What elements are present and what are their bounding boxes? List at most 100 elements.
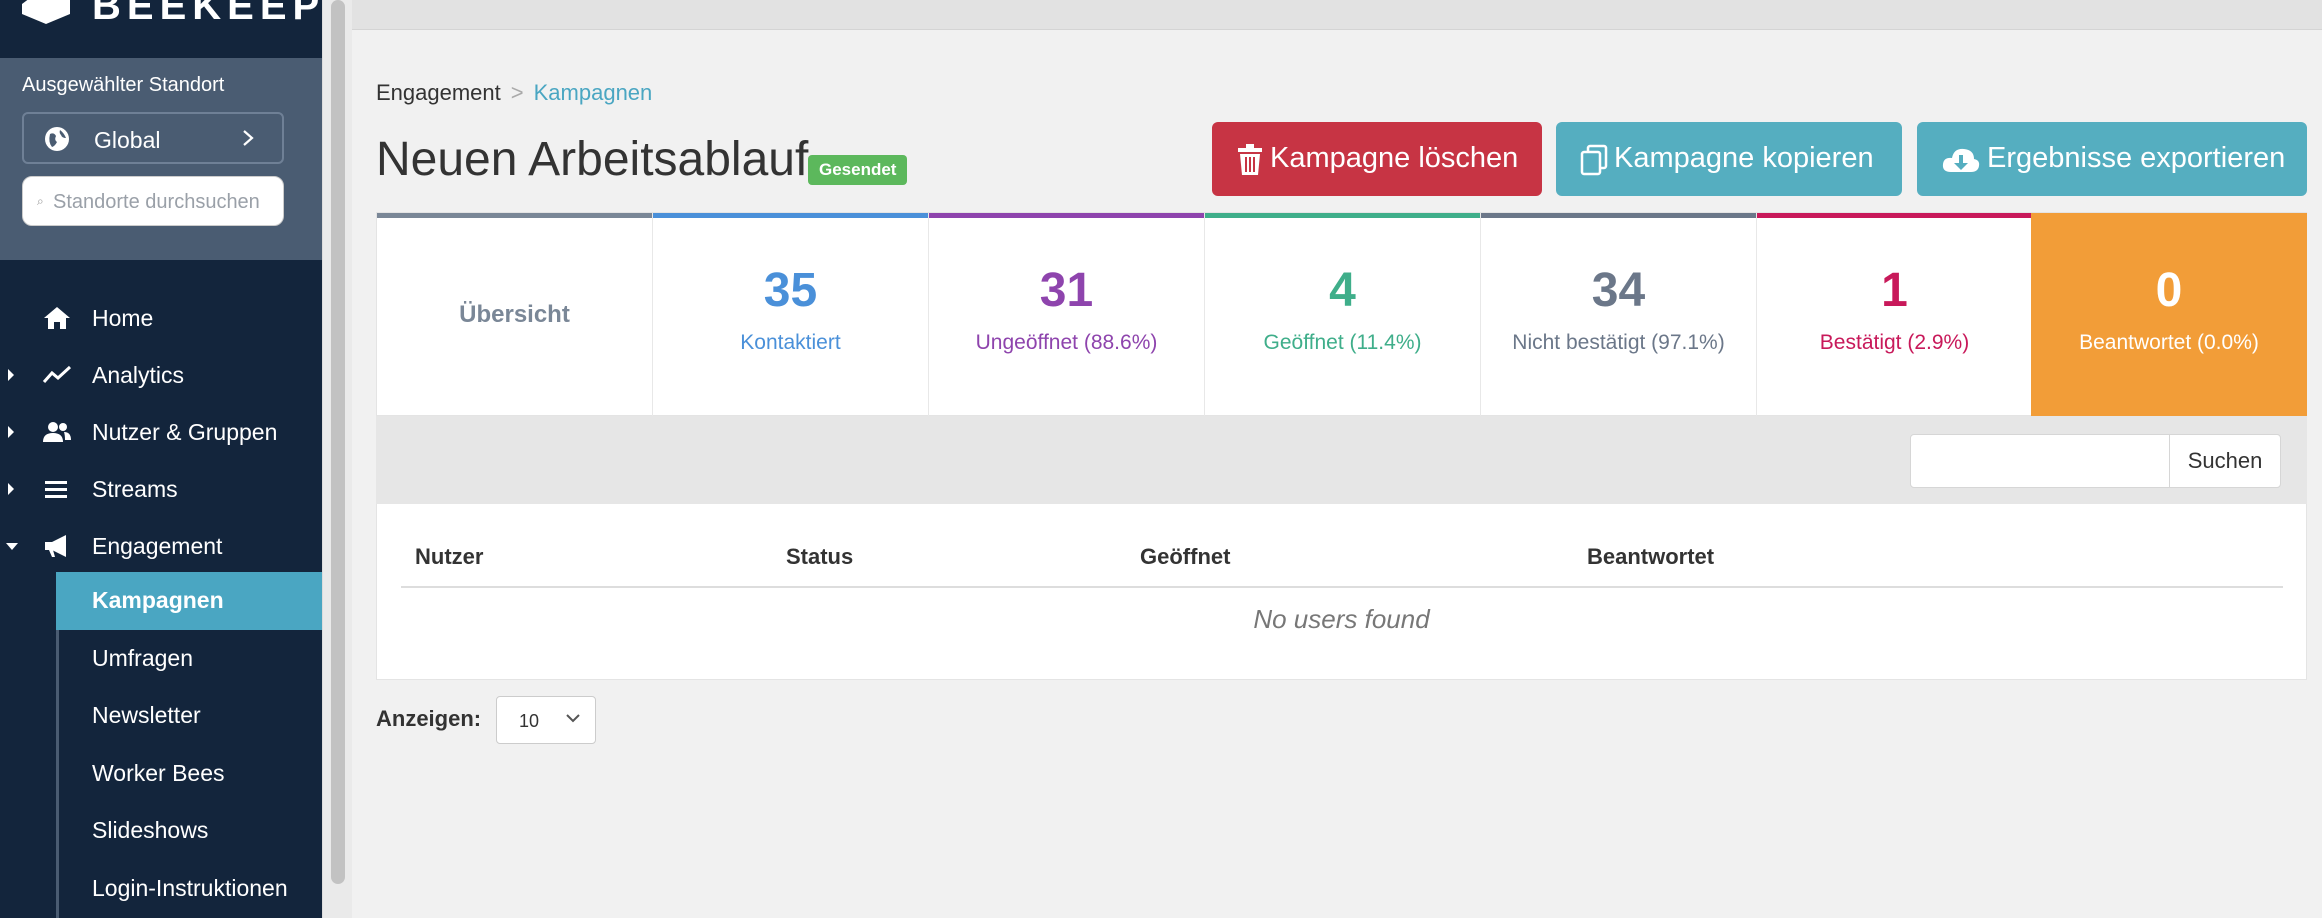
stat-value: 31 [1039,264,1094,317]
chevron-right-icon [243,130,254,146]
delete-campaign-label: Kampagne löschen [1270,142,1519,174]
table-header-divider [401,586,2283,588]
stat-contacted[interactable]: 35 Kontaktiert [653,213,929,417]
sidebar-subitem-label: Umfragen [92,645,193,671]
export-results-button[interactable]: Ergebnisse exportieren [1917,122,2307,196]
chevron-down-icon [566,714,580,723]
sidebar-subitem-worker-bees[interactable]: Worker Bees [56,745,322,803]
scrollbar-thumb[interactable] [331,0,345,884]
column-header-answered[interactable]: Beantwortet [1587,544,1715,569]
user-search-input[interactable] [1910,434,2170,488]
copy-icon [1580,144,1608,176]
stat-label: Ungeöffnet (88.6%) [975,331,1158,354]
top-bar [352,0,2322,30]
sidebar-subitem-label: Worker Bees [92,760,225,786]
trend-line-icon [42,365,72,383]
location-label: Ausgewählter Standort [22,74,225,96]
search-button[interactable]: Suchen [2169,434,2281,488]
stat-label: Geöffnet (11.4%) [1263,331,1422,354]
stat-value: 0 [2155,264,2183,317]
sidebar-subitem-surveys[interactable]: Umfragen [56,630,322,688]
sidebar-item-label: Nutzer & Gruppen [92,419,278,445]
expand-caret-icon [8,369,14,381]
sidebar-item-label: Streams [92,476,178,502]
filter-bar: Suchen [376,416,2307,504]
stat-opened[interactable]: 4 Geöffnet (11.4%) [1205,213,1481,417]
stat-unconfirmed[interactable]: 34 Nicht bestätigt (97.1%) [1481,213,1757,417]
sidebar-item-label: Analytics [92,362,185,388]
stat-bar [1481,213,1756,218]
location-selector-button[interactable]: Global [22,112,284,164]
beekeeper-logo-icon [22,0,70,24]
sidebar-scrollbar[interactable] [322,0,352,918]
selected-location: Global [94,127,161,153]
sidebar-item-streams[interactable]: Streams [0,461,322,517]
stat-unopened[interactable]: 31 Ungeöffnet (88.6%) [929,213,1205,417]
location-panel: Ausgewählter Standort Global ⌕ [0,58,322,260]
breadcrumb-campaigns[interactable]: Kampagnen [533,80,653,105]
sidebar-subitem-label: Login-Instruktionen [92,875,288,901]
sidebar-item-analytics[interactable]: Analytics [0,347,322,403]
stats-panel: Übersicht 35 Kontaktiert 31 Ungeöffnet (… [376,212,2307,431]
copy-campaign-label: Kampagne kopieren [1614,142,1874,174]
stat-bar [1757,213,2032,218]
expand-caret-icon [8,483,14,495]
stat-label: Nicht bestätigt (97.1%) [1512,331,1725,354]
status-badge: Gesendet [808,155,908,185]
stat-value: 1 [1881,264,1908,317]
stat-label: Beantwortet (0.0%) [2079,331,2259,354]
sidebar-item-users-groups[interactable]: Nutzer & Gruppen [0,404,322,460]
column-header-user[interactable]: Nutzer [415,544,484,569]
expand-caret-icon [8,426,14,438]
stat-value: 4 [1329,264,1356,317]
stat-answered[interactable]: 0 Beantwortet (0.0%) [2031,213,2307,431]
users-icon [43,422,71,442]
stat-overview[interactable]: Übersicht [377,213,653,417]
sidebar-subitem-label: Slideshows [92,817,209,843]
delete-campaign-button[interactable]: Kampagne löschen [1212,122,1542,196]
column-header-opened[interactable]: Geöffnet [1140,544,1231,569]
sidebar-subitem-newsletter[interactable]: Newsletter [56,687,322,745]
copy-campaign-button[interactable]: Kampagne kopieren [1556,122,1902,196]
sidebar-subitem-campaigns[interactable]: Kampagnen [56,572,322,630]
page-size-select[interactable]: 10 [496,696,596,744]
stat-bar [377,213,652,218]
sidebar-item-home[interactable]: Home [0,290,322,346]
page-size-value: 10 [519,711,540,731]
stat-bar [929,213,1204,218]
users-table: Nutzer Status Geöffnet Beantwortet No us… [376,504,2307,680]
column-header-status[interactable]: Status [786,544,854,569]
stat-confirmed[interactable]: 1 Bestätigt (2.9%) [1757,213,2033,417]
sidebar-subitem-slideshows[interactable]: Slideshows [56,802,322,860]
menu-lines-icon [45,481,67,498]
megaphone-icon [45,535,66,557]
globe-icon [45,127,69,151]
sidebar-item-engagement[interactable]: Engagement [0,518,322,574]
export-results-label: Ergebnisse exportieren [1987,142,2286,174]
page-size-label: Anzeigen: [376,706,482,731]
sidebar: BEEKEEPER Ausgewählter Standort Global ⌕… [0,0,322,918]
stat-bar [1205,213,1480,218]
breadcrumb-engagement[interactable]: Engagement [376,80,501,105]
trash-icon [1238,144,1262,175]
location-search-input[interactable] [53,187,277,217]
sidebar-subitem-label: Newsletter [92,702,201,728]
sidebar-item-label: Engagement [92,533,223,559]
stat-bar [653,213,928,218]
stat-overview-label: Übersicht [459,301,570,328]
breadcrumb: Engagement > Kampagnen [376,80,652,106]
collapse-caret-icon [6,543,18,550]
stat-label: Kontaktiert [740,331,841,354]
brand-header: BEEKEEPER [0,0,322,58]
sidebar-subitem-label: Kampagnen [92,587,224,613]
search-icon: ⌕ [37,194,44,208]
stat-value: 34 [1591,264,1646,317]
page-title: Neuen Arbeitsablauf [376,133,809,186]
breadcrumb-separator: > [510,80,524,105]
cloud-download-icon [1942,148,1980,172]
sidebar-subitem-login-instructions[interactable]: Login-Instruktionen [56,860,322,918]
home-icon [44,307,70,329]
submenu-divider [56,580,59,918]
location-search: ⌕ [22,176,284,226]
brand-name: BEEKEEPER [92,0,322,28]
